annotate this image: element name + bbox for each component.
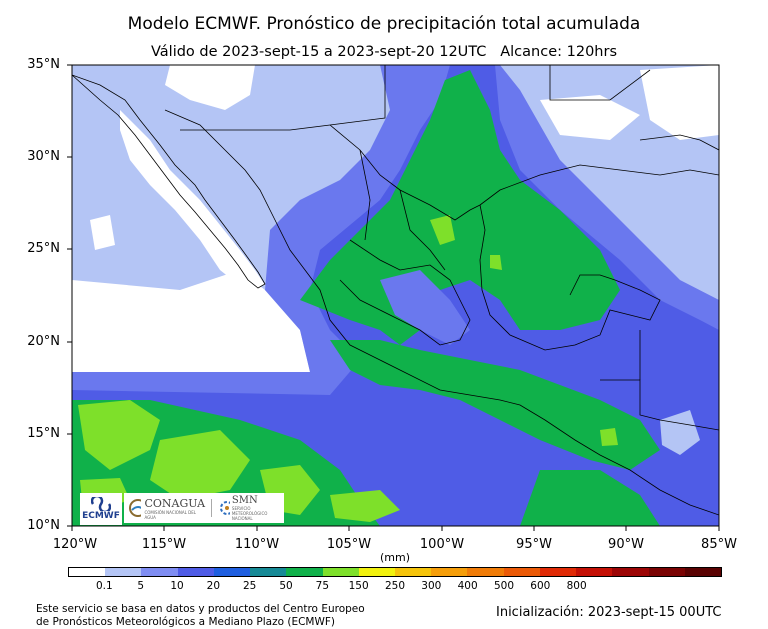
colorbar-segment: [684, 568, 721, 576]
colorbar-label: 75: [315, 580, 330, 592]
colorbar-segment: [467, 568, 504, 576]
smn-emblem-icon: [219, 501, 230, 515]
colorbar-segment: [141, 568, 178, 576]
lat-label: 35°N: [27, 57, 60, 72]
colorbar-label: 300: [421, 580, 442, 592]
initialization-time: Inicialización: 2023-sept-15 00UTC: [496, 605, 722, 620]
conagua-logo-text: CONAGUA: [144, 496, 206, 510]
colorbar-segment: [250, 568, 287, 576]
lon-label: 95°W: [516, 537, 552, 552]
colorbar-label: 25: [242, 580, 257, 592]
ecmwf-logo: ECMWF: [80, 493, 122, 525]
lon-label: 120°W: [52, 537, 98, 552]
lon-label: 90°W: [608, 537, 644, 552]
colorbar-segment: [431, 568, 468, 576]
colorbar-segment: [105, 568, 142, 576]
colorbar-label: 600: [530, 580, 551, 592]
footer-credit-line2: de Pronósticos Meteorológicos a Mediano …: [36, 616, 335, 628]
smn-logo-text: SMN: [231, 495, 258, 506]
lon-label: 100°W: [419, 537, 465, 552]
map-subtitle: Válido de 2023-sept-15 a 2023-sept-20 12…: [150, 44, 618, 60]
ecmwf-emblem-icon: [91, 497, 111, 511]
lat-label: 30°N: [27, 149, 60, 164]
conagua-logo-subtext: COMISIÓN NACIONAL DEL AGUA: [144, 509, 196, 520]
lon-label: 115°W: [141, 537, 187, 552]
colorbar-segment: [648, 568, 685, 576]
colorbar-segment: [539, 568, 577, 576]
footer-credit-line1: Este servicio se basa en datos y product…: [36, 603, 365, 615]
colorbar-segment: [177, 568, 214, 576]
map-title: Modelo ECMWF. Pronóstico de precipitació…: [127, 14, 641, 34]
colorbar-segment: [394, 568, 432, 576]
colorbar-segment: [612, 568, 649, 576]
colorbar-label: 0.1: [95, 580, 113, 592]
colorbar-label: 20: [206, 580, 221, 592]
smn-logo-subtext: SERVICIO METEOROLÓGICO NACIONAL: [231, 506, 268, 521]
precip-field: [72, 65, 719, 526]
colorbar-label: 500: [493, 580, 515, 592]
colorbar-label: 800: [566, 580, 587, 592]
lat-label: 10°N: [27, 518, 60, 533]
colorbar-label: 10: [170, 580, 184, 592]
colorbar-segment: [576, 568, 613, 576]
coastlines: [72, 65, 719, 516]
colorbar-segment: [213, 568, 251, 576]
conagua-emblem-icon: [129, 499, 142, 517]
footer-credit: Este servicio se basa en datos y product…: [36, 603, 365, 629]
colorbar-label: 5: [137, 580, 144, 592]
colorbar-label: 50: [279, 580, 293, 592]
colorbar-segment: [286, 568, 323, 576]
colorbar: [68, 567, 722, 577]
colorbar-label: 150: [348, 580, 369, 592]
lon-label: 110°W: [234, 537, 280, 552]
conagua-smn-logos: CONAGUA COMISIÓN NACIONAL DEL AGUA SMN S…: [124, 493, 284, 523]
lat-label: 20°N: [27, 334, 60, 349]
colorbar-unit: (mm): [380, 551, 411, 564]
lat-label: 15°N: [27, 426, 60, 441]
lon-label: 105°W: [326, 537, 372, 552]
map-frame: [71, 64, 720, 527]
colorbar-label: 250: [384, 580, 406, 592]
lon-label: 85°W: [701, 537, 737, 552]
colorbar-label: 400: [457, 580, 478, 592]
colorbar-segment: [503, 568, 540, 576]
colorbar-segment: [322, 568, 359, 576]
ecmwf-logo-text: ECMWF: [82, 511, 120, 521]
lat-label: 25°N: [27, 241, 60, 256]
colorbar-segment: [358, 568, 395, 576]
colorbar-segment: [69, 568, 106, 576]
axis-ticks: [67, 64, 720, 531]
